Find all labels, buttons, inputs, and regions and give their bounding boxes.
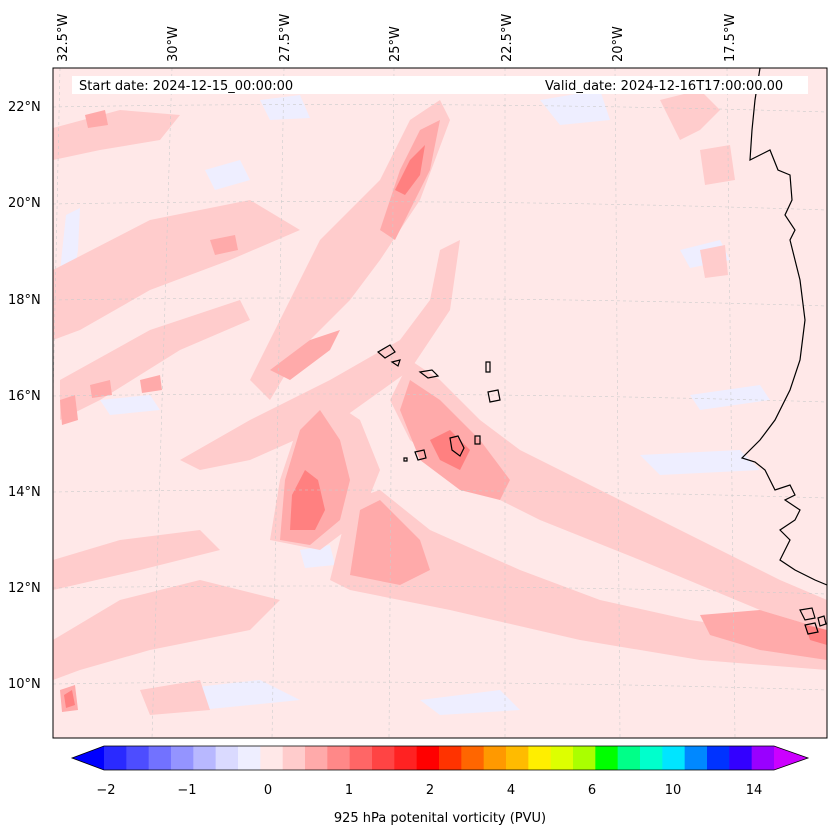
colorbar-tick-label: 1 (345, 783, 353, 798)
colorbar-swatch (148, 746, 172, 770)
colorbar-swatch (104, 746, 127, 770)
strong-pv-cores (64, 145, 827, 708)
colorbar-swatch (439, 746, 462, 770)
colorbar-swatch (595, 746, 619, 770)
colorbar-tick-label: −2 (96, 783, 115, 798)
lat-label: 16°N (8, 389, 41, 404)
island-boa-vista (487, 389, 501, 403)
colorbar-swatch (751, 746, 775, 770)
longitude-labels: 32.5°W 30°W 27.5°W 25°W 22.5°W 20°W 17.5… (56, 14, 738, 62)
colorbar-tick-label: 6 (588, 783, 596, 798)
island-sal (485, 361, 491, 373)
colorbar-swatch (327, 746, 351, 770)
island-brava (403, 457, 408, 462)
africa-coastline (740, 67, 828, 586)
colorbar-tick-label: 4 (507, 783, 515, 798)
colorbar-swatch (193, 746, 217, 770)
colorbar-tick-label: −1 (177, 783, 196, 798)
colorbar-swatch (640, 746, 663, 770)
colorbar-swatch (617, 746, 641, 770)
bissagos-islands (799, 607, 827, 635)
colorbar-swatch (528, 746, 552, 770)
colorbar-swatch (305, 746, 328, 770)
valid-date-text: Valid_date: 2024-12-16T17:00:00.00 (545, 79, 783, 94)
colorbar-swatch (394, 746, 418, 770)
colorbar-swatch (729, 746, 753, 770)
island-maio (474, 435, 481, 445)
lon-label: 20°W (611, 26, 626, 62)
valid-date-box: Valid_date: 2024-12-16T17:00:00.00 (540, 76, 808, 94)
coastlines (376, 67, 828, 635)
colorbar-swatch (260, 746, 284, 770)
island-santiago (449, 435, 465, 457)
colorbar-extend-min (72, 746, 104, 770)
colorbar-swatch (550, 746, 574, 770)
island-fogo (414, 449, 427, 461)
colorbar-tick-label: 10 (665, 783, 682, 798)
colorbar-extend-max (774, 746, 808, 770)
lat-label: 18°N (8, 293, 41, 308)
colorbar-tick-label: 14 (746, 783, 763, 798)
lon-label: 22.5°W (500, 14, 515, 62)
lat-label: 10°N (8, 677, 41, 692)
lon-label: 17.5°W (723, 14, 738, 62)
colorbar-swatch (372, 746, 395, 770)
lon-label: 30°W (166, 26, 181, 62)
colorbar-swatch (238, 746, 261, 770)
island-sao-vicente (390, 359, 401, 367)
colorbar-swatch (126, 746, 150, 770)
colorbar-swatch (573, 746, 596, 770)
lat-label: 12°N (8, 581, 41, 596)
latitude-labels: 22°N 20°N 18°N 16°N 14°N 12°N 10°N (8, 100, 41, 692)
colorbar (70, 745, 810, 771)
colorbar-outline (70, 745, 810, 771)
lon-label: 32.5°W (56, 14, 71, 62)
lon-label: 27.5°W (278, 14, 293, 62)
colorbar-swatch (506, 746, 529, 770)
colorbar-swatch (215, 746, 239, 770)
colorbar-tick-label: 2 (426, 783, 434, 798)
map-panel (52, 67, 828, 739)
colorbar-label: 925 hPa potenital vorticity (PVU) (334, 811, 546, 826)
lat-label: 22°N (8, 100, 41, 115)
colorbar-swatch (416, 746, 440, 770)
colorbar-ticks: −2 −1 0 1 2 4 6 10 14 (96, 783, 762, 798)
colorbar-tick-label: 0 (264, 783, 272, 798)
colorbar-swatch (461, 746, 485, 770)
map-frame (52, 67, 828, 739)
colorbar-swatch (707, 746, 730, 770)
colorbar-swatch (282, 746, 306, 770)
colorbar-swatch (349, 746, 373, 770)
lon-label: 25°W (388, 26, 403, 62)
colorbar-swatch (662, 746, 686, 770)
island-santo-antao (376, 344, 396, 359)
lat-label: 20°N (8, 196, 41, 211)
map-gridlines (52, 67, 828, 739)
colorbar-swatch (684, 746, 708, 770)
colorbar-swatch (483, 746, 507, 770)
island-sao-nicolau (418, 369, 440, 379)
start-date-box: Start date: 2024-12-15_00:00:00 (72, 76, 542, 94)
lat-label: 14°N (8, 485, 41, 500)
colorbar-swatch (171, 746, 194, 770)
start-date-text: Start date: 2024-12-15_00:00:00 (79, 79, 293, 94)
